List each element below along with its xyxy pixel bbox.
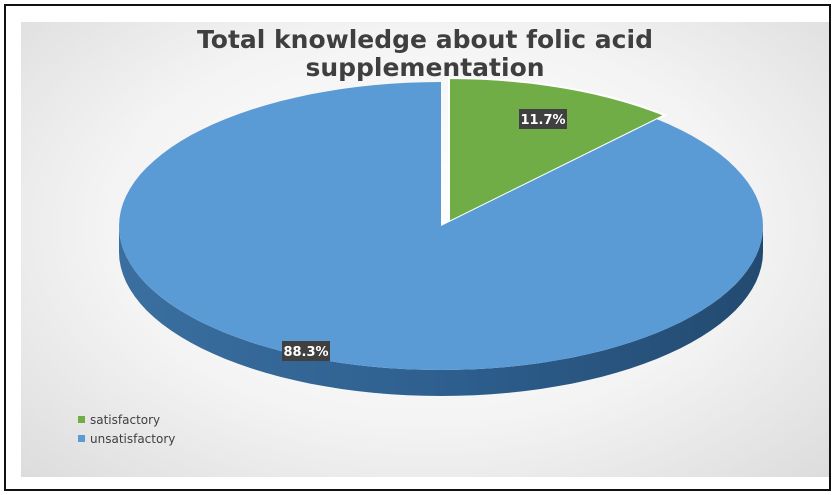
chart-title-line-2: supplementation bbox=[305, 53, 545, 82]
legend-item-unsatisfactory: unsatisfactory bbox=[78, 429, 175, 448]
data-label-text-unsatisfactory: 88.3% bbox=[283, 345, 328, 360]
legend-label-satisfactory: satisfactory bbox=[90, 412, 161, 427]
data-label-unsatisfactory: 88.3% bbox=[282, 341, 330, 361]
data-label-text-satisfactory: 11.7% bbox=[520, 113, 565, 128]
legend-swatch-unsatisfactory bbox=[78, 435, 85, 442]
chart-frame: Total knowledge about folic acid supplem… bbox=[4, 4, 831, 491]
pie-chart: 11.7% 88.3% bbox=[119, 76, 763, 396]
legend-label-unsatisfactory: unsatisfactory bbox=[90, 431, 176, 446]
pie-rim-unsatisfactory bbox=[119, 226, 763, 396]
legend-item-satisfactory: satisfactory bbox=[78, 410, 175, 429]
legend-swatch-satisfactory bbox=[78, 416, 85, 423]
data-label-satisfactory: 11.7% bbox=[519, 109, 567, 129]
pie-slice-unsatisfactory bbox=[119, 82, 763, 370]
chart-title: Total knowledge about folic acid supplem… bbox=[21, 26, 829, 82]
chart-area: Total knowledge about folic acid supplem… bbox=[21, 22, 829, 477]
legend: satisfactory unsatisfactory bbox=[78, 410, 175, 448]
pie-slice-satisfactory bbox=[448, 76, 668, 224]
chart-title-line-1: Total knowledge about folic acid bbox=[197, 25, 653, 54]
